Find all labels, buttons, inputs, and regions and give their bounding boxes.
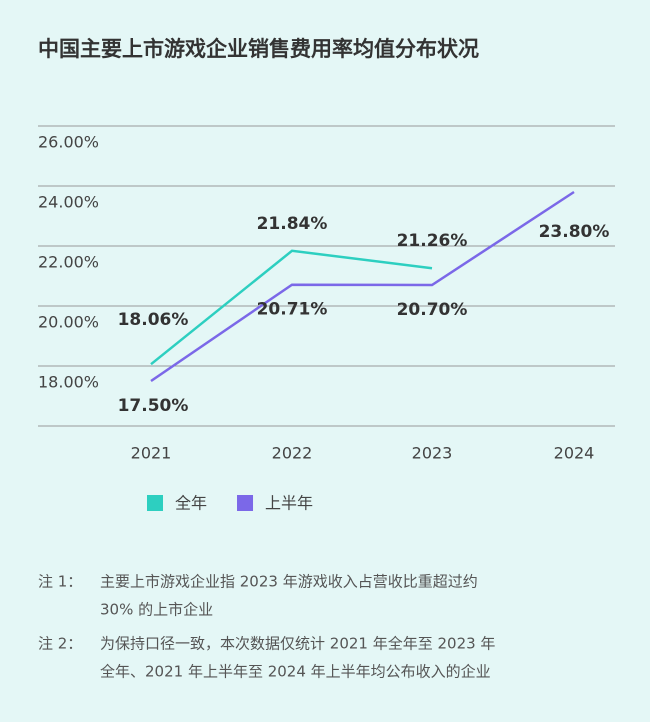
note-label: 注 2： bbox=[38, 635, 82, 653]
value-label: 21.84% bbox=[257, 214, 328, 234]
y-tick-label: 22.00% bbox=[38, 253, 99, 272]
note-label: 注 1： bbox=[38, 573, 82, 591]
value-label: 21.26% bbox=[397, 231, 468, 251]
note-text: 为保持口径一致，本次数据仅统计 2021 年全年至 2023 年 bbox=[100, 635, 495, 653]
x-tick-label: 2024 bbox=[554, 444, 595, 463]
x-tick-label: 2023 bbox=[412, 444, 453, 463]
series-line bbox=[150, 249, 433, 366]
value-label: 20.71% bbox=[257, 300, 328, 320]
value-label: 23.80% bbox=[539, 222, 610, 242]
legend-swatch bbox=[237, 495, 254, 511]
chart-title: 中国主要上市游戏企业销售费用率均值分布状况 bbox=[38, 37, 479, 61]
note-text: 30% 的上市企业 bbox=[100, 601, 213, 619]
series-line bbox=[150, 190, 575, 383]
note-text: 主要上市游戏企业指 2023 年游戏收入占营收比重超过约 bbox=[100, 573, 478, 591]
x-tick-label: 2022 bbox=[272, 444, 313, 463]
note-text: 全年、2021 年上半年至 2024 年上半年均公布收入的企业 bbox=[100, 663, 491, 681]
value-label: 18.06% bbox=[118, 310, 189, 330]
legend-swatch bbox=[147, 495, 163, 511]
legend-label: 全年 bbox=[175, 494, 207, 513]
x-tick-label: 2021 bbox=[131, 444, 172, 463]
y-tick-label: 26.00% bbox=[38, 133, 99, 152]
y-tick-label: 24.00% bbox=[38, 193, 99, 212]
value-label: 17.50% bbox=[118, 396, 189, 416]
value-label: 20.70% bbox=[397, 300, 468, 320]
legend-label: 上半年 bbox=[265, 494, 313, 513]
y-tick-label: 20.00% bbox=[38, 313, 99, 332]
y-tick-label: 18.00% bbox=[38, 373, 99, 392]
